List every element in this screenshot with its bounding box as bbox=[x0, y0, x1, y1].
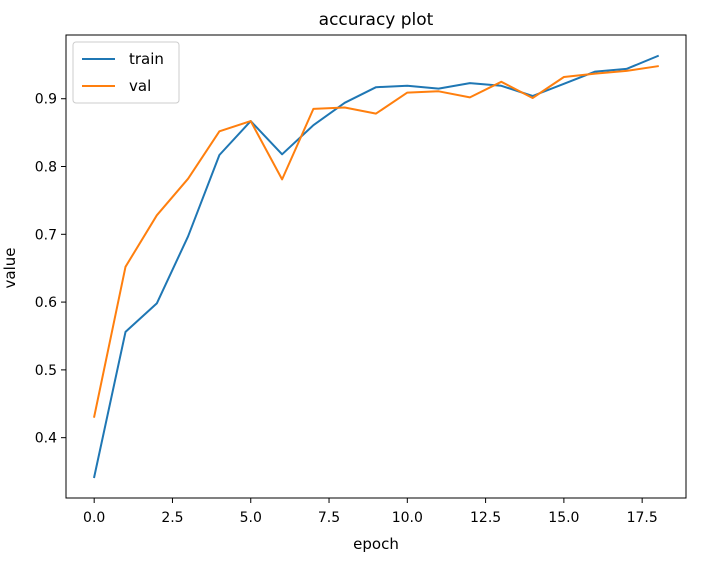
series-line-val bbox=[93, 65, 659, 418]
legend-box bbox=[72, 41, 180, 104]
legend-label-val: val bbox=[129, 77, 151, 95]
x-axis-label: epoch bbox=[353, 535, 399, 553]
x-tick-label: 5.0 bbox=[240, 510, 262, 526]
y-tick-label: 0.5 bbox=[35, 363, 57, 379]
x-tick-label: 17.5 bbox=[627, 510, 658, 526]
x-tick-label: 12.5 bbox=[470, 510, 501, 526]
y-tick-label: 0.9 bbox=[35, 92, 57, 108]
y-tick-label: 0.8 bbox=[35, 160, 57, 176]
x-tick-label: 10.0 bbox=[392, 510, 423, 526]
plot-area bbox=[66, 35, 686, 498]
x-tick-label: 2.5 bbox=[161, 510, 183, 526]
series-layer bbox=[93, 54, 660, 479]
x-tick-label: 7.5 bbox=[318, 510, 340, 526]
y-tick-label: 0.7 bbox=[35, 227, 57, 243]
axes-layer: 0.0 2.5 5.0 7.5 10.0 12.5 15.0 17.5 0.4 0.5 0.6 0.7… bbox=[35, 34, 687, 526]
axes-frame bbox=[65, 34, 687, 499]
series-line-train bbox=[93, 54, 660, 479]
y-tick-label: 0.4 bbox=[35, 431, 57, 447]
x-tick-label: 15.0 bbox=[548, 510, 579, 526]
y-axis-label: value bbox=[1, 248, 19, 289]
legend-label-train: train bbox=[129, 50, 164, 68]
legend: train val bbox=[72, 41, 180, 104]
plot-background bbox=[66, 35, 686, 498]
x-tick-label: 0.0 bbox=[83, 510, 105, 526]
y-tick-label: 0.6 bbox=[35, 295, 57, 311]
chart-title: accuracy plot bbox=[319, 10, 434, 30]
